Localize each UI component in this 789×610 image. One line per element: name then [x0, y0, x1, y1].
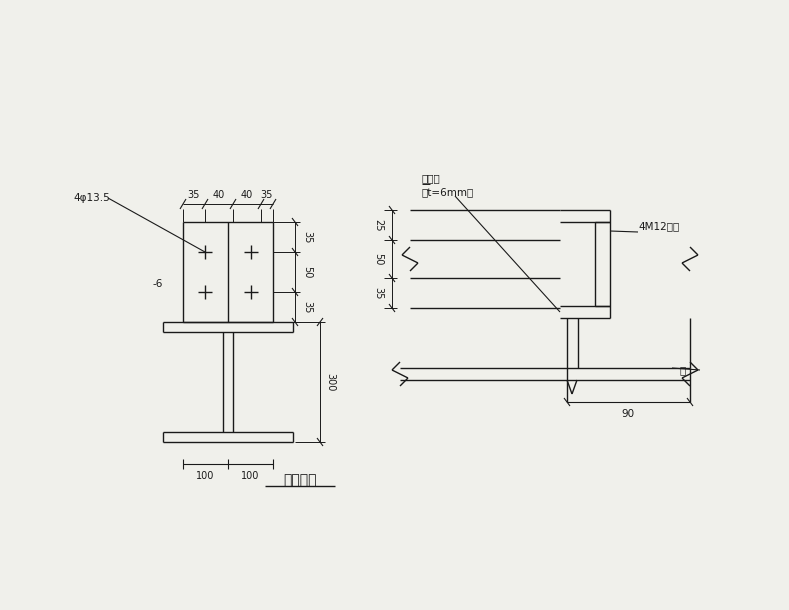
Text: 35: 35 — [261, 190, 273, 200]
Text: 25: 25 — [373, 219, 383, 231]
Text: 100: 100 — [241, 471, 260, 481]
Text: -6: -6 — [152, 279, 163, 289]
Text: 300: 300 — [325, 373, 335, 391]
Text: 50: 50 — [373, 253, 383, 265]
Text: 35: 35 — [302, 301, 312, 313]
Text: 檩托详图: 檩托详图 — [283, 473, 316, 487]
Text: 4φ13.5: 4φ13.5 — [73, 193, 110, 203]
Text: 35: 35 — [188, 190, 200, 200]
Text: 50: 50 — [302, 266, 312, 278]
Text: 100: 100 — [196, 471, 214, 481]
Text: 40: 40 — [213, 190, 225, 200]
Text: 90: 90 — [622, 409, 634, 419]
Text: 40: 40 — [241, 190, 253, 200]
Text: 35: 35 — [302, 231, 312, 243]
Text: 4M12螺栓: 4M12螺栓 — [638, 221, 679, 231]
Text: 35: 35 — [373, 287, 383, 299]
Text: 檩: 檩 — [680, 365, 686, 375]
Text: 檩托板: 檩托板 — [422, 173, 441, 183]
Text: （t=6mm）: （t=6mm） — [422, 187, 474, 197]
